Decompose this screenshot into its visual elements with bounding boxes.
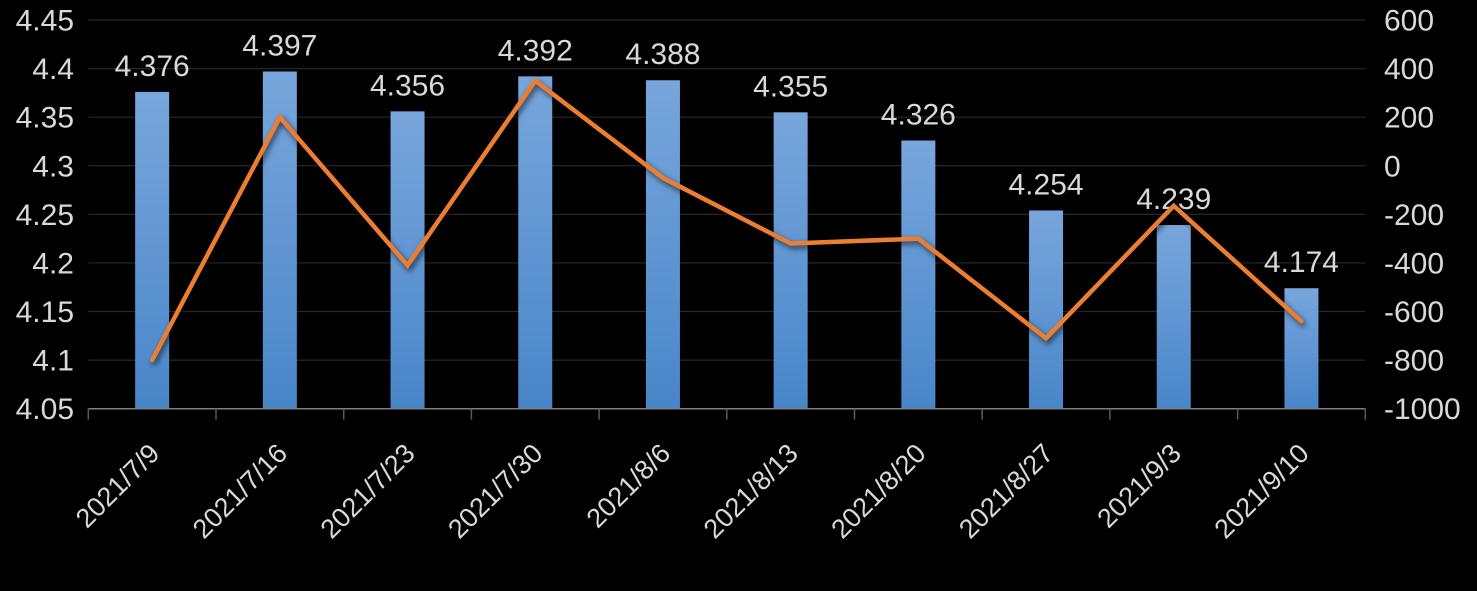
left-axis-tick-label: 4.3 [32, 150, 74, 183]
x-axis-category-label: 2021/7/9 [70, 438, 166, 534]
bar-data-label: 4.376 [115, 50, 190, 83]
bar-data-label: 4.397 [242, 30, 317, 63]
bar [901, 140, 936, 409]
line-series [149, 77, 1304, 363]
left-axis-tick-label: 4.2 [32, 247, 74, 280]
right-axis-tick-label: -200 [1384, 199, 1444, 232]
x-axis-category-label: 2021/7/30 [442, 438, 548, 544]
x-axis-category-label: 2021/8/13 [698, 438, 804, 544]
right-axis-tick-label: -400 [1384, 247, 1444, 280]
bar [645, 80, 680, 409]
left-axis-tick-label: 4.25 [16, 199, 74, 232]
x-axis-category-label: 2021/9/10 [1209, 438, 1315, 544]
bar [1156, 225, 1191, 409]
left-axis-tick-label: 4.45 [16, 5, 74, 38]
bar [773, 112, 808, 409]
right-axis-tick-label: 200 [1384, 102, 1434, 135]
bar-data-label: 4.174 [1264, 246, 1339, 279]
x-axis-category-label: 2021/7/16 [187, 438, 293, 544]
x-axis-category-label: 2021/8/6 [581, 438, 677, 534]
x-axis-category-label: 2021/8/20 [825, 438, 931, 544]
bar-data-label: 4.355 [753, 70, 828, 103]
right-axis-tick-label: -600 [1384, 296, 1444, 329]
right-axis-tick-label: -1000 [1384, 393, 1461, 426]
bar-data-label: 4.392 [498, 34, 573, 67]
x-axis-category-label: 2021/9/3 [1091, 438, 1187, 534]
x-axis-category-label: 2021/8/27 [953, 438, 1059, 544]
left-axis-tick-label: 4.05 [16, 393, 74, 426]
bar-data-label: 4.254 [1009, 168, 1084, 201]
bar [1284, 288, 1319, 409]
bar-data-label: 4.326 [881, 98, 956, 131]
right-axis-tick-label: 0 [1384, 150, 1401, 183]
right-axis-tick-label: 400 [1384, 53, 1434, 86]
bar [1029, 210, 1064, 409]
bar [262, 71, 297, 409]
right-axis-tick-label: 600 [1384, 5, 1434, 38]
right-axis-tick-label: -800 [1384, 345, 1444, 378]
bar [518, 76, 553, 409]
bar-data-label: 4.239 [1136, 183, 1211, 216]
bar-data-label: 4.388 [625, 38, 700, 71]
left-axis-tick-label: 4.1 [32, 345, 74, 378]
left-axis-tick-label: 4.4 [32, 53, 74, 86]
bar [390, 111, 425, 409]
left-axis-tick-label: 4.35 [16, 102, 74, 135]
left-axis-tick-label: 4.15 [16, 296, 74, 329]
x-axis-category-label: 2021/7/23 [315, 438, 421, 544]
bar-data-label: 4.356 [370, 69, 445, 102]
